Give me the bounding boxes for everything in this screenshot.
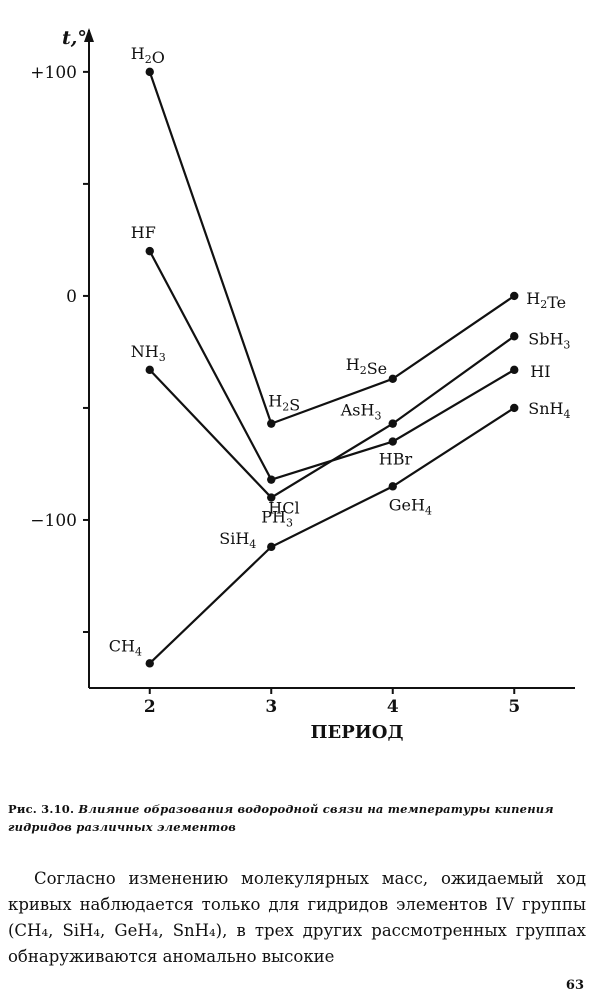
label-part: Te (547, 293, 566, 312)
y-tick-label: +100 (30, 63, 77, 83)
subscript: 3 (286, 517, 293, 530)
series-line (148, 250, 515, 481)
data-point (145, 659, 154, 668)
label-part: CH (109, 636, 135, 655)
label-part: PH (261, 508, 286, 527)
body-paragraph: Согласно изменению молекулярных масс, ож… (8, 869, 586, 966)
subscript: 3 (159, 351, 166, 364)
subscript: 2 (360, 364, 367, 377)
data-point (388, 374, 397, 384)
label-part: HBr (379, 450, 413, 469)
point-label: SnH4 (528, 399, 570, 421)
label-part: HI (530, 362, 550, 381)
subscript: 4 (563, 408, 570, 421)
x-tick-label: 4 (387, 697, 399, 717)
subscript: 4 (425, 504, 432, 517)
point-label: SbH3 (528, 329, 570, 351)
data-point (510, 332, 519, 341)
data-point (267, 493, 276, 502)
y-tick-label: −100 (30, 511, 77, 531)
point-label: GeH4 (389, 495, 432, 517)
data-point (388, 437, 397, 446)
data-point (510, 291, 519, 301)
data-point (510, 403, 519, 413)
point-label: SiH4 (219, 529, 256, 551)
label-part: GeH (389, 495, 425, 514)
label-part: H (268, 392, 282, 411)
subscript: 4 (249, 538, 256, 551)
label-part: SnH (528, 399, 563, 418)
y-axis-label: t,° (62, 27, 87, 49)
y-tick-label: 0 (66, 287, 77, 307)
x-axis-label: ПЕРИОД (311, 722, 404, 743)
point-label: H2Se (346, 355, 387, 378)
label-part: O (152, 48, 165, 67)
subscript: 2 (282, 401, 289, 414)
subscript: 2 (145, 53, 152, 66)
label-part: Se (367, 359, 387, 378)
data-point (388, 419, 397, 428)
subscript: 3 (374, 410, 381, 423)
series-points (145, 67, 519, 668)
data-point (510, 365, 519, 375)
point-label: HI (530, 362, 550, 381)
point-label: HCl (268, 499, 299, 518)
figure-caption-text: Влияние образования водородной связи на … (8, 802, 554, 834)
point-label: H2O (131, 44, 165, 67)
label-part: HF (131, 223, 156, 242)
subscript: 4 (135, 645, 142, 658)
label-part: SiH (219, 529, 249, 548)
label-part: H (526, 289, 540, 308)
data-point (267, 419, 276, 428)
series-line (148, 71, 515, 426)
point-label: NH3 (131, 342, 166, 364)
label-part: SbH (528, 329, 563, 348)
point-label: HBr (379, 450, 413, 469)
subscript: 3 (563, 338, 570, 351)
label-part: HCl (268, 499, 299, 518)
point-label: PH3 (261, 508, 293, 530)
x-tick-label: 3 (265, 697, 277, 717)
label-part: AsH (340, 401, 375, 420)
label-part: S (289, 396, 300, 415)
data-point (267, 475, 276, 484)
data-point (388, 482, 397, 491)
point-labels: H2OH2SH2SeH2TeHFHClHBrHINH3PH3AsH3SbH3CH… (109, 44, 571, 658)
label-part: H (131, 44, 145, 63)
data-point (267, 542, 276, 552)
series-line (148, 407, 515, 665)
y-axis-arrow (84, 28, 94, 42)
axes: +100 0 −100 2 3 4 5 ПЕРИОД t,° (30, 27, 575, 743)
label-part: H (346, 355, 360, 374)
x-tick-label: 2 (144, 697, 156, 717)
subscript: 2 (540, 298, 547, 311)
point-label: AsH3 (340, 401, 382, 423)
data-point (145, 67, 154, 77)
figure-caption: Рис. 3.10. Влияние образования водородно… (8, 800, 594, 836)
series-lines (148, 71, 515, 665)
label-part: NH (131, 342, 159, 361)
point-label: H2Te (526, 289, 566, 312)
x-tick-label: 5 (508, 697, 520, 717)
point-label: HF (131, 223, 156, 242)
data-point (145, 246, 154, 256)
series-line (148, 335, 515, 499)
page-number: 63 (565, 978, 584, 993)
point-label: H2S (268, 392, 300, 415)
data-point (145, 365, 154, 375)
figure-number: Рис. 3.10. (8, 802, 75, 816)
point-label: CH4 (109, 636, 142, 658)
